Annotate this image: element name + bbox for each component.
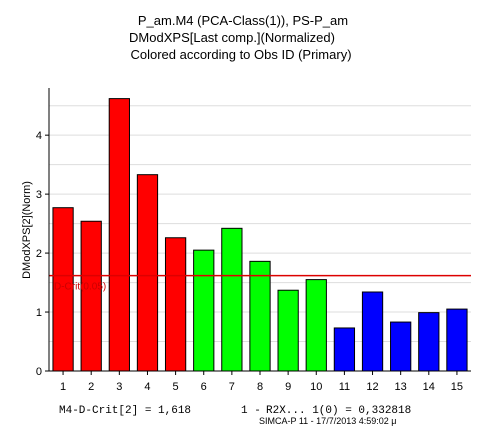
x-ticks: 1 2 3 4 5 6 7 8 9 10 11 12 13 14 15: [60, 371, 463, 393]
y-tick-label: 3: [36, 189, 42, 201]
bar-obs-15: [446, 308, 468, 372]
bar-obs-2: [80, 220, 102, 372]
bar-obs-8: [249, 260, 271, 372]
x-tick-label: 15: [451, 381, 463, 393]
x-tick-label: 10: [310, 381, 322, 393]
footer-r2x-partial: R2X... 1(0) = 0,332818: [266, 405, 411, 417]
chart-title-line-1: P_am.M4 (PCA-Class(1)), PS-P_am: [138, 13, 348, 28]
x-tick-label: 11: [339, 381, 350, 393]
bar-obs-9: [277, 289, 299, 372]
footer-stamp: SIMCA-P 11 - 17/7/2013 4:59:02 μ: [259, 416, 396, 426]
bar-obs-5: [164, 237, 187, 372]
bar-series: [52, 98, 468, 372]
x-tick-label: 1: [60, 381, 66, 393]
y-axis-label: DModXPS[2](Norm): [21, 181, 33, 279]
y-ticks: 0 1 2 3 4: [36, 130, 49, 378]
bar-obs-3: [108, 98, 130, 372]
x-tick-label: 5: [173, 381, 179, 393]
footer-critical-note: M4-D-Crit[2] = 1,618: [59, 405, 191, 417]
bar-obs-14: [418, 312, 440, 372]
bar-obs-13: [390, 321, 412, 372]
bar-obs-4: [136, 174, 159, 372]
x-tick-label: 14: [423, 381, 435, 393]
y-tick-label: 0: [36, 366, 42, 378]
chart-title-line-2: DModXPS[Last comp.](Normalized): [129, 30, 335, 45]
x-tick-label: 12: [366, 381, 378, 393]
x-tick-label: 9: [285, 381, 291, 393]
x-tick-label: 7: [229, 381, 235, 393]
x-tick-label: 2: [88, 381, 94, 393]
y-tick-label: 1: [36, 307, 42, 319]
bar-obs-6: [193, 249, 215, 372]
chart-title-line-3: Colored according to Obs ID (Primary): [130, 47, 351, 62]
critical-limit: D-Crit(0.05): [49, 274, 471, 293]
x-tick-label: 8: [257, 381, 263, 393]
x-tick-label: 4: [144, 381, 150, 393]
footer-r2x-prefix: 1 -: [241, 405, 261, 417]
y-tick-label: 4: [36, 130, 42, 142]
bar-obs-12: [361, 291, 384, 372]
x-tick-label: 6: [201, 381, 207, 393]
x-tick-label: 3: [116, 381, 122, 393]
footer-stamp-background: [256, 416, 416, 427]
bar-obs-11: [333, 327, 356, 372]
critical-line-label: D-Crit(0.05): [54, 282, 106, 293]
bar-obs-7: [221, 227, 243, 372]
y-tick-label: 2: [36, 248, 42, 260]
x-tick-label: 13: [395, 381, 407, 393]
bar-obs-10: [305, 279, 327, 372]
